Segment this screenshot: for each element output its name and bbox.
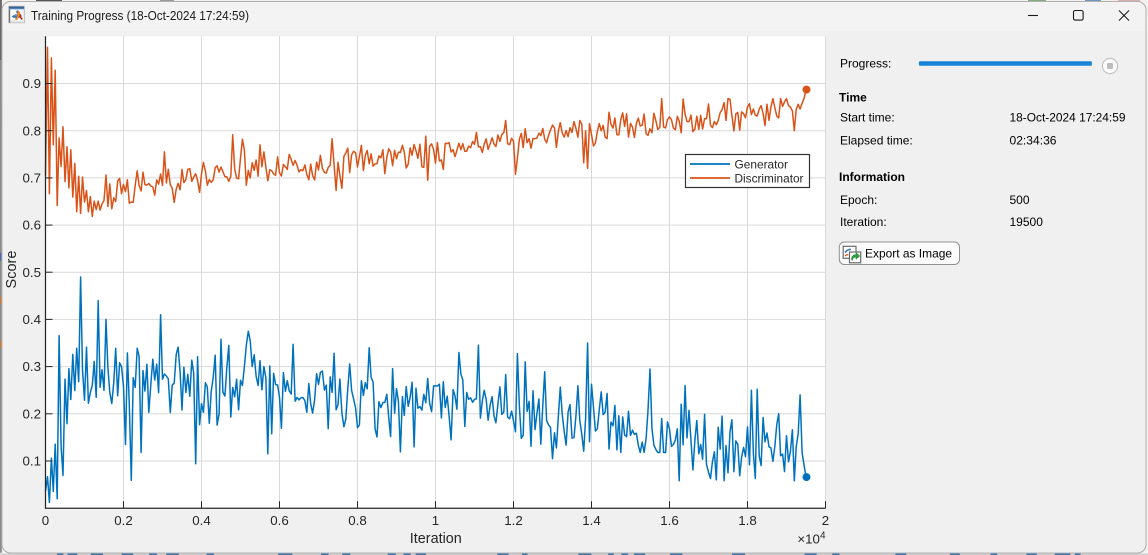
svg-text:1.4: 1.4 [582,513,601,528]
svg-text:Start time:: Start time: [840,111,895,125]
svg-text:Time: Time [839,91,867,105]
svg-text:18-Oct-2024 17:24:59: 18-Oct-2024 17:24:59 [1010,111,1126,125]
svg-text:0.8: 0.8 [348,513,367,528]
svg-text:Epoch:: Epoch: [840,193,877,207]
svg-text:0.2: 0.2 [114,513,133,528]
svg-text:0.1: 0.1 [23,454,42,469]
svg-text:500: 500 [1010,193,1030,207]
svg-text:0.7: 0.7 [23,171,42,186]
svg-text:Generator: Generator [735,157,789,171]
svg-text:Elapsed time:: Elapsed time: [840,134,913,148]
svg-text:Iteration: Iteration [410,531,462,547]
svg-text:0.8: 0.8 [23,123,42,138]
svg-text:02:34:36: 02:34:36 [1010,134,1057,148]
svg-text:19500: 19500 [1010,215,1044,229]
svg-text:0.6: 0.6 [270,513,289,528]
svg-text:0.2: 0.2 [23,406,42,421]
svg-text:0.5: 0.5 [23,265,42,280]
svg-text:1.2: 1.2 [504,513,523,528]
svg-text:2: 2 [822,513,829,528]
svg-text:0.3: 0.3 [23,359,42,374]
svg-text:0.4: 0.4 [23,312,42,327]
svg-text:Score: Score [4,251,20,289]
svg-text:1.6: 1.6 [660,513,679,528]
svg-text:0.6: 0.6 [23,218,42,233]
svg-text:Information: Information [839,170,905,184]
svg-text:Progress:: Progress: [840,57,891,71]
svg-text:Export as Image: Export as Image [865,247,952,261]
svg-text:Iteration:: Iteration: [840,215,887,229]
svg-text:Training Progress (18-Oct-2024: Training Progress (18-Oct-2024 17:24:59) [31,8,249,23]
svg-text:0.9: 0.9 [23,76,42,91]
svg-text:0: 0 [42,513,49,528]
svg-text:1: 1 [432,513,439,528]
svg-text:1.8: 1.8 [738,513,757,528]
svg-text:×104: ×104 [797,531,826,547]
svg-text:0.4: 0.4 [192,513,211,528]
svg-text:Discriminator: Discriminator [735,171,804,185]
